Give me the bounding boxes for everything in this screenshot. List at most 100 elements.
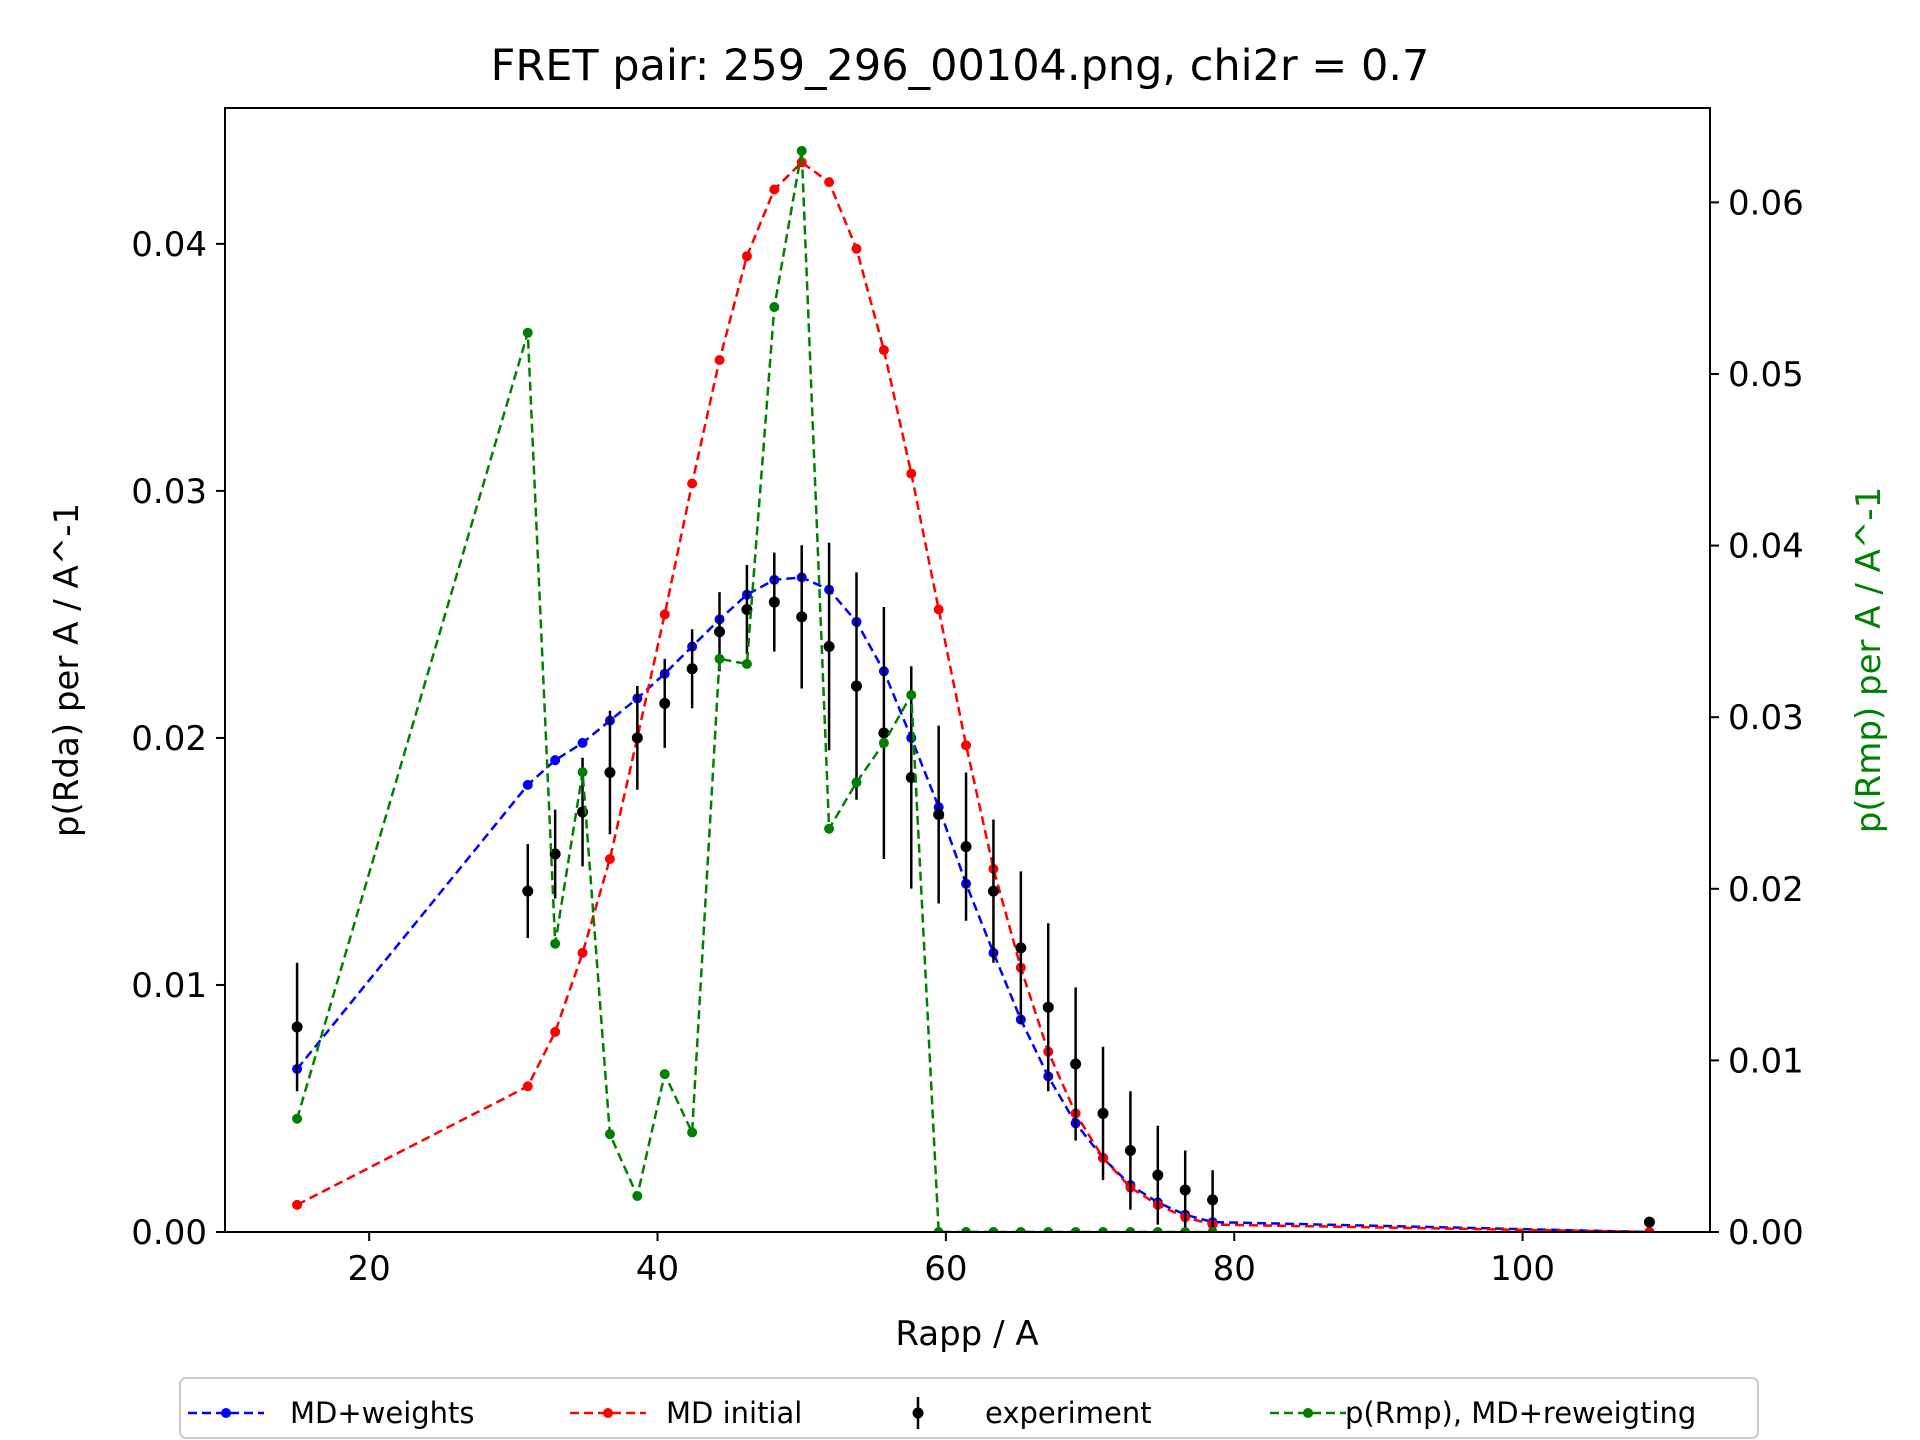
data-point xyxy=(1152,1227,1163,1232)
legend-marker xyxy=(603,1408,613,1418)
legend-item: p(Rmp), MD+reweigting xyxy=(1270,1396,1696,1430)
data-point xyxy=(824,177,835,188)
y-axis-label: p(Rda) per A / A^-1 xyxy=(47,503,87,837)
y-tick-label: 0.00 xyxy=(131,1213,207,1253)
data-point xyxy=(604,767,616,779)
series-line xyxy=(295,150,1213,1232)
data-point xyxy=(577,947,588,958)
y2-axis-label: p(Rmp) per A / A^-1 xyxy=(1849,487,1889,834)
data-point xyxy=(988,1227,999,1232)
data-point xyxy=(1644,1227,1655,1232)
series-line xyxy=(296,160,1650,1232)
data-point xyxy=(686,663,698,675)
data-point xyxy=(631,732,643,744)
legend: MD+weights MD initial experiment p(Rmp), MD… xyxy=(179,1377,1759,1439)
data-point xyxy=(905,771,917,783)
series-line xyxy=(296,576,1650,1232)
legend-box xyxy=(179,1377,1759,1439)
data-point xyxy=(550,938,561,949)
data-point xyxy=(632,1190,643,1201)
y-axis-left: 0.00 0.01 0.02 0.03 0.04 xyxy=(131,225,225,1253)
legend-item: experiment xyxy=(912,1396,1152,1430)
y-tick-label: 0.04 xyxy=(131,225,207,265)
y2-tick-label: 0.02 xyxy=(1728,870,1804,910)
data-point xyxy=(550,755,561,766)
data-point xyxy=(687,1127,698,1138)
data-point xyxy=(741,251,752,262)
data-point xyxy=(1207,1194,1219,1206)
data-point xyxy=(577,767,588,778)
legend-label: experiment xyxy=(985,1396,1152,1430)
y-tick-label: 0.03 xyxy=(131,472,207,512)
plot-area xyxy=(291,145,1655,1232)
data-point xyxy=(850,680,862,692)
legend-marker xyxy=(1303,1408,1313,1418)
plot-frame xyxy=(224,107,1711,1233)
data-point xyxy=(1125,1227,1136,1232)
data-point xyxy=(851,777,862,788)
data-point xyxy=(824,823,835,834)
data-point xyxy=(549,848,561,860)
data-point xyxy=(604,1129,615,1140)
data-point xyxy=(522,779,533,790)
data-point xyxy=(878,727,890,739)
data-point xyxy=(1207,1227,1218,1232)
data-point xyxy=(522,327,533,338)
data-point xyxy=(577,737,588,748)
data-point xyxy=(1070,1058,1082,1070)
data-point xyxy=(933,1227,944,1232)
x-axis: 20 40 60 80 100 xyxy=(348,1232,1555,1289)
data-point xyxy=(1015,942,1027,954)
legend-item: MD initial xyxy=(570,1396,802,1430)
x-axis-label: Rapp / A xyxy=(895,1314,1038,1354)
y-tick-label: 0.02 xyxy=(131,719,207,759)
legend-label: MD+weights xyxy=(290,1396,475,1430)
data-point xyxy=(1042,1001,1054,1013)
data-point xyxy=(659,1069,670,1080)
data-point xyxy=(878,345,889,356)
data-point xyxy=(741,658,752,669)
data-point xyxy=(1070,1227,1081,1232)
data-point xyxy=(796,611,808,623)
x-tick-label: 40 xyxy=(636,1249,679,1289)
series-md-initial xyxy=(292,157,1655,1232)
data-point xyxy=(687,478,698,489)
data-point xyxy=(960,841,972,853)
data-point xyxy=(1097,1107,1109,1119)
data-point xyxy=(659,697,671,709)
x-tick-label: 60 xyxy=(924,1249,967,1289)
y2-tick-label: 0.06 xyxy=(1728,183,1804,223)
data-point xyxy=(961,1227,972,1232)
y2-tick-label: 0.01 xyxy=(1728,1041,1804,1081)
data-point xyxy=(604,853,615,864)
data-point xyxy=(1124,1144,1136,1156)
x-tick-label: 80 xyxy=(1213,1249,1256,1289)
y2-tick-label: 0.00 xyxy=(1728,1213,1804,1253)
y2-tick-label: 0.04 xyxy=(1728,527,1804,567)
legend-marker xyxy=(221,1408,231,1418)
data-point xyxy=(906,689,917,700)
data-point xyxy=(291,1021,303,1033)
data-point xyxy=(1152,1169,1164,1181)
data-point xyxy=(1043,1227,1054,1232)
legend-label: p(Rmp), MD+reweigting xyxy=(1345,1396,1696,1430)
data-point xyxy=(933,604,944,615)
data-point xyxy=(714,653,725,664)
data-point xyxy=(714,626,726,638)
x-tick-label: 20 xyxy=(348,1249,391,1289)
x-tick-label: 100 xyxy=(1490,1249,1555,1289)
data-point xyxy=(961,740,972,751)
data-point xyxy=(933,809,945,821)
y-axis-right: 0.00 0.01 0.02 0.03 0.04 0.05 0.06 xyxy=(1710,183,1804,1253)
legend-label: MD initial xyxy=(666,1396,802,1430)
data-point xyxy=(1098,1227,1109,1232)
data-point xyxy=(550,1026,561,1037)
legend-marker xyxy=(912,1407,924,1419)
data-point xyxy=(1015,1227,1026,1232)
data-point xyxy=(987,885,999,897)
legend-item: MD+weights xyxy=(188,1396,475,1430)
data-point xyxy=(906,468,917,479)
data-point xyxy=(1180,1227,1191,1232)
